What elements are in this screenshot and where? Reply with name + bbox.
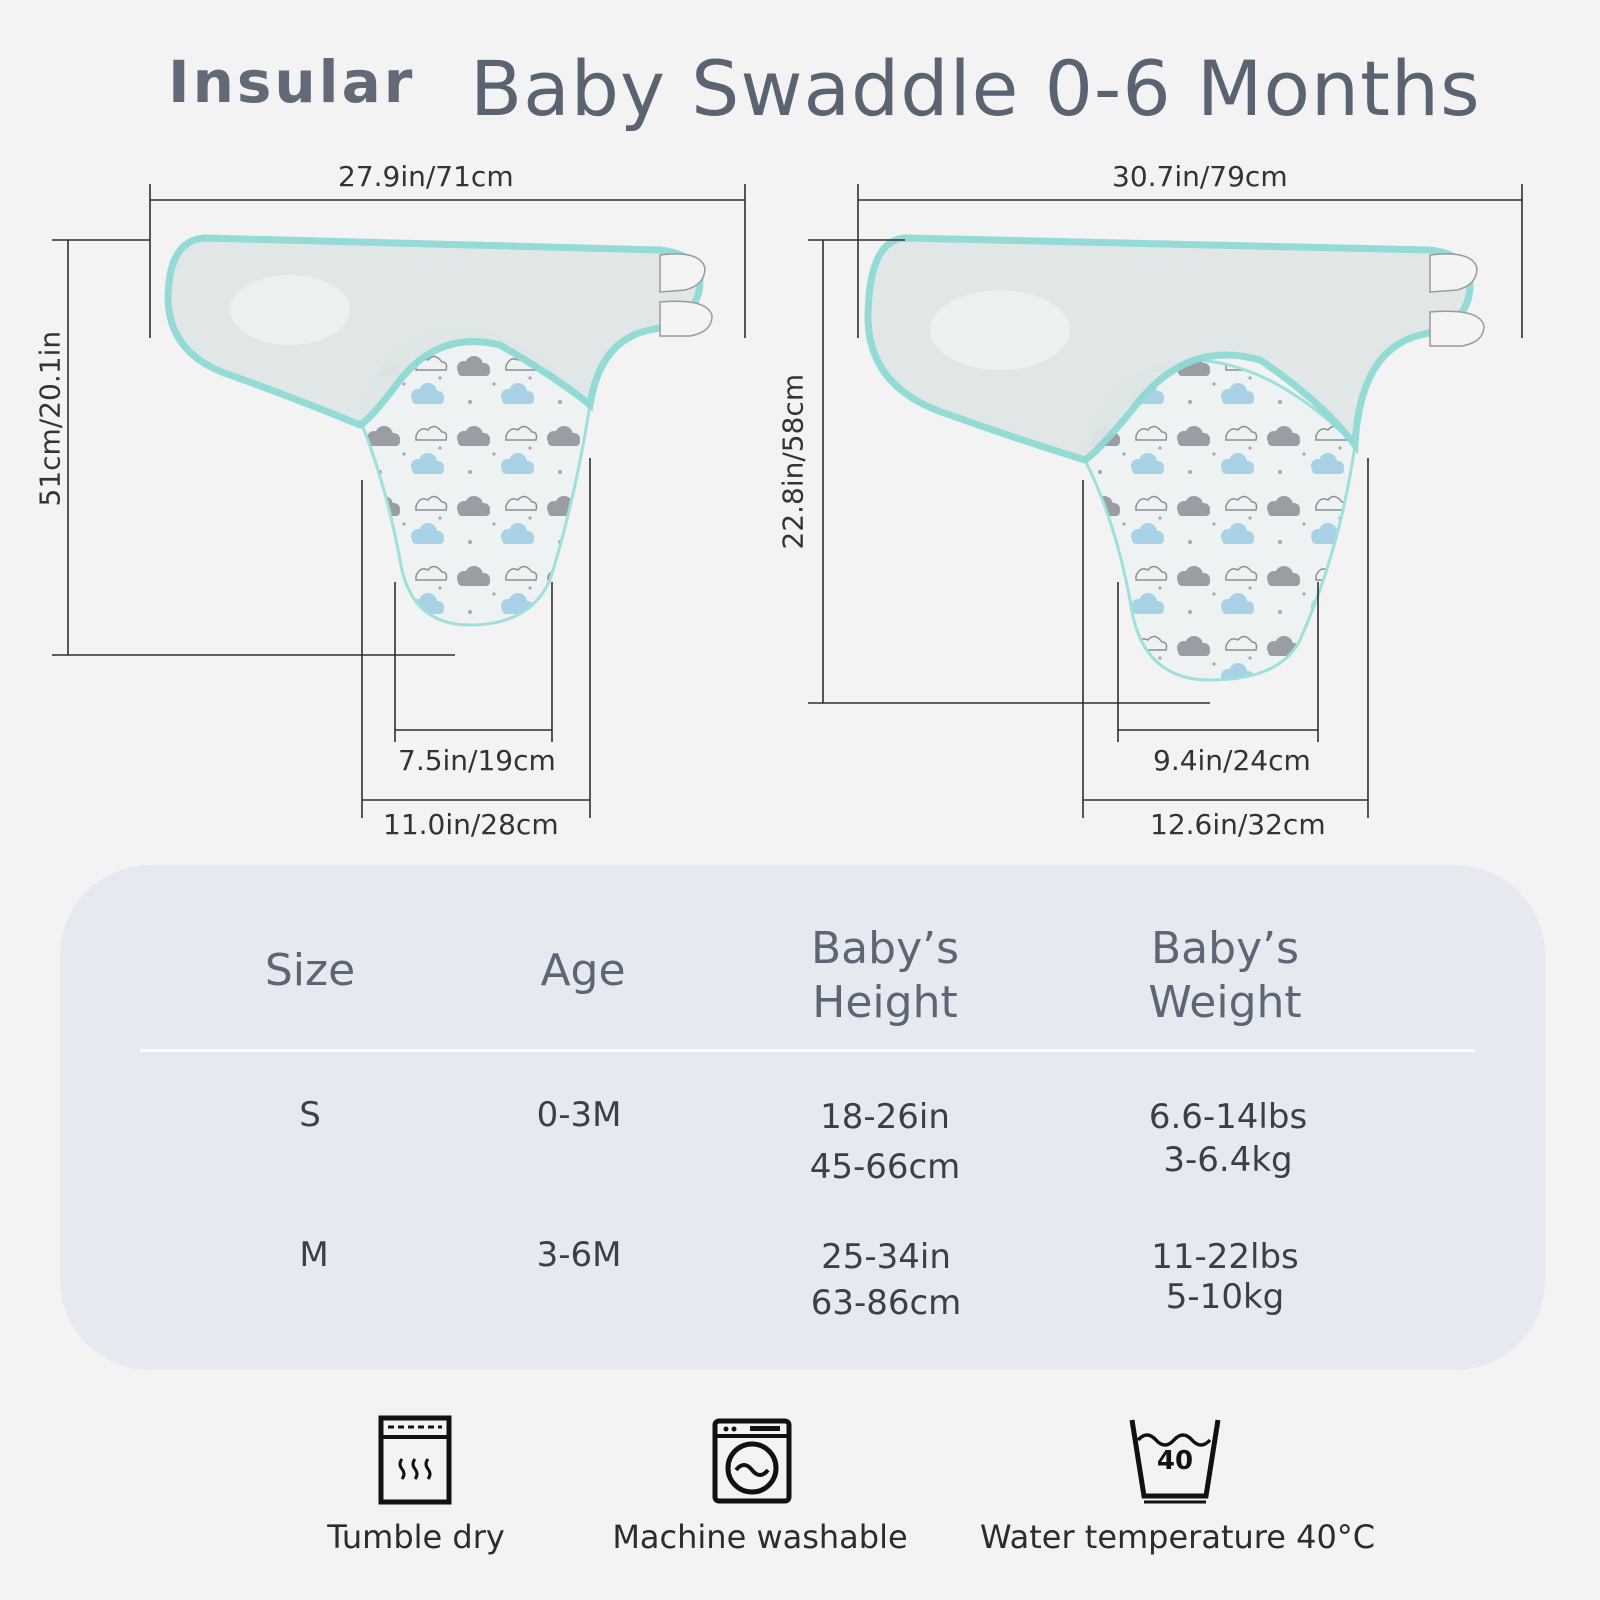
table-divider xyxy=(140,1049,1475,1052)
row-m-age: 3-6M xyxy=(536,1235,622,1275)
row-s-size: S xyxy=(299,1095,321,1135)
tumble-dry-icon xyxy=(378,1415,452,1505)
header-age: Age xyxy=(540,945,626,996)
large-bottom-outer-label: 12.6in/32cm xyxy=(1150,808,1326,841)
large-height-label: 22.8in/58cm xyxy=(776,373,810,550)
row-m-height-cm: 63-86cm xyxy=(810,1283,962,1323)
row-m-size: M xyxy=(299,1235,329,1275)
row-s-weight-kg: 3-6.4kg xyxy=(1163,1140,1293,1180)
header-height: Baby’s Height xyxy=(810,923,960,1028)
header-weight: Baby’s Weight xyxy=(1148,923,1302,1028)
row-m-weight-kg: 5-10kg xyxy=(1165,1277,1285,1317)
brand-logo: Insular xyxy=(168,48,416,116)
row-m-weight-lbs: 11-22lbs xyxy=(1151,1237,1299,1277)
row-s-weight-lbs: 6.6-14lbs xyxy=(1148,1097,1308,1137)
small-bottom-outer-label: 11.0in/28cm xyxy=(383,808,559,841)
small-swaddle-illustration xyxy=(164,234,713,627)
water-temperature-label: Water temperature 40°C xyxy=(980,1518,1376,1556)
wash-temperature-value: 40 xyxy=(1156,1446,1194,1476)
large-dimension-lines xyxy=(808,184,1523,818)
row-s-height-in: 18-26in xyxy=(820,1097,950,1137)
large-bottom-inner-label: 9.4in/24cm xyxy=(1153,744,1311,777)
size-chart-panel xyxy=(60,865,1545,1370)
wash-temperature-icon xyxy=(1129,1419,1221,1504)
page-title: Baby Swaddle 0-6 Months xyxy=(470,44,1481,133)
small-height-label: 51cm/20.1in xyxy=(33,330,67,507)
header-size: Size xyxy=(264,945,356,996)
small-top-width-label: 27.9in/71cm xyxy=(338,160,514,193)
row-m-height-in: 25-34in xyxy=(821,1237,951,1277)
large-swaddle-illustration xyxy=(864,234,1485,682)
large-top-width-label: 30.7in/79cm xyxy=(1112,160,1288,193)
row-s-age: 0-3M xyxy=(536,1095,622,1135)
row-s-height-cm: 45-66cm xyxy=(809,1147,961,1187)
tumble-dry-label: Tumble dry xyxy=(327,1518,505,1556)
small-dimension-lines xyxy=(52,184,746,818)
washing-machine-icon xyxy=(712,1418,792,1504)
small-bottom-inner-label: 7.5in/19cm xyxy=(398,744,556,777)
swaddle-diagram xyxy=(52,184,1523,818)
machine-washable-label: Machine washable xyxy=(612,1518,908,1556)
